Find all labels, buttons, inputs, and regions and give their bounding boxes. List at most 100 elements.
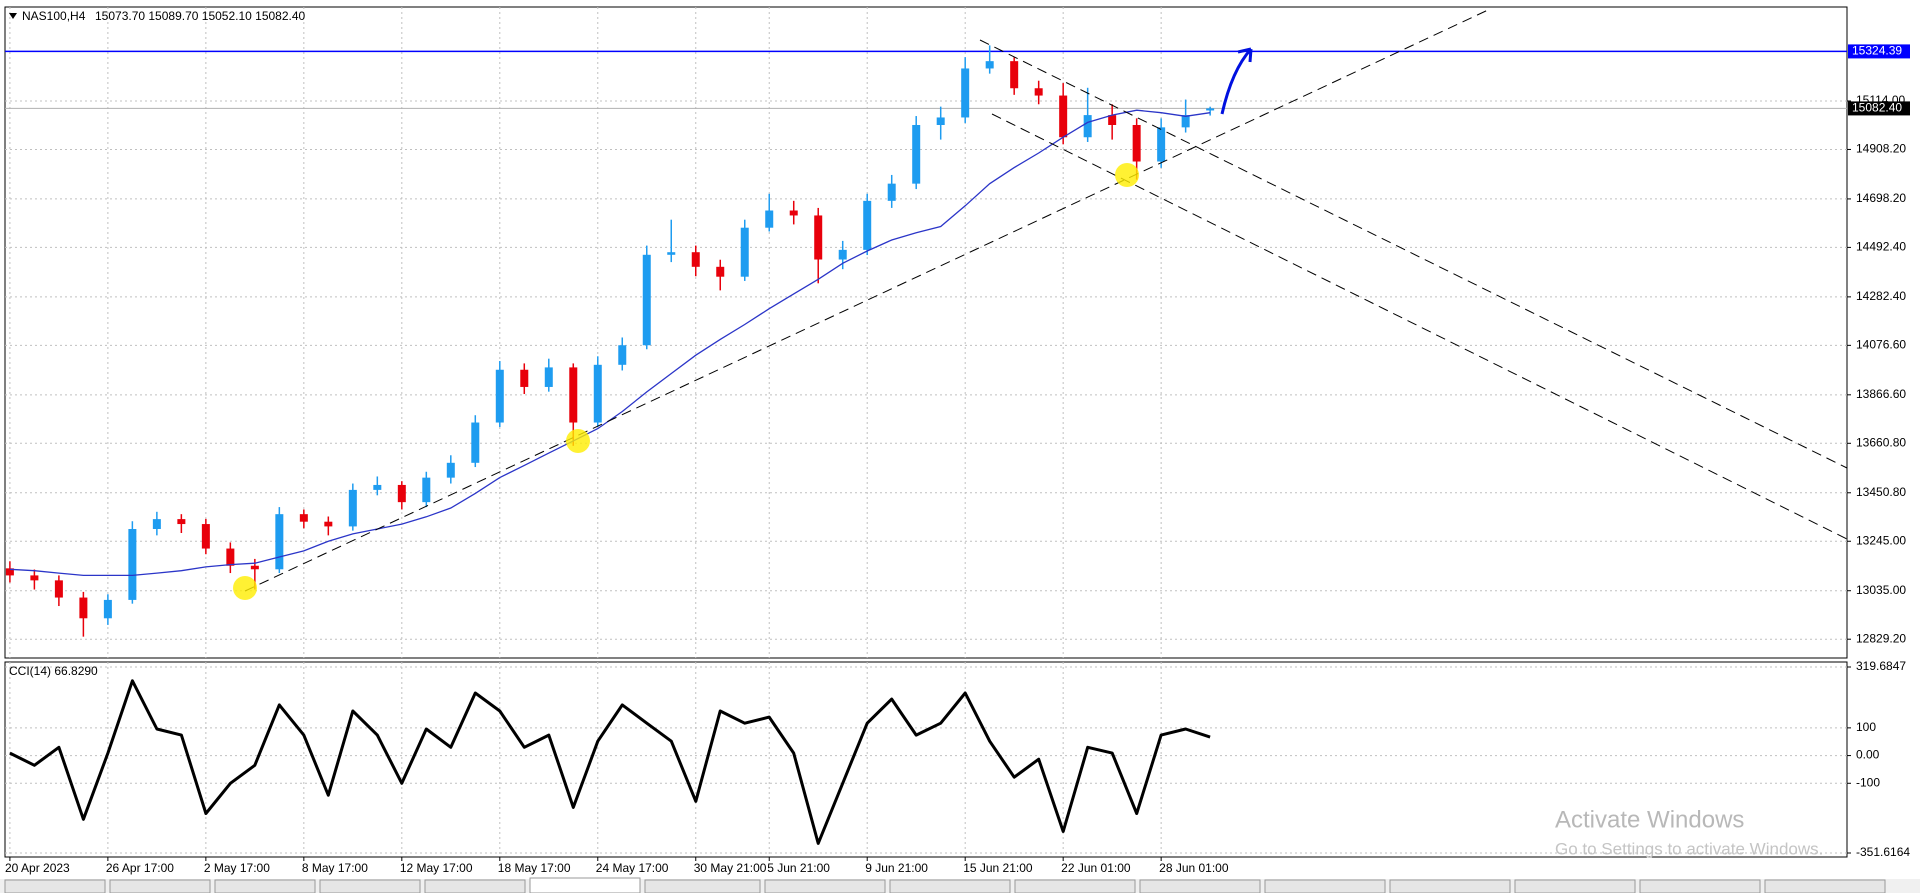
tab[interactable] (1764, 879, 1886, 893)
candle-body (1083, 115, 1092, 138)
chart-subtitle: 15073.70 15089.70 15052.10 15082.40 (95, 9, 306, 23)
tab[interactable] (1264, 879, 1386, 893)
candle-body (201, 524, 210, 549)
y-tick-label: 13660.80 (1856, 435, 1906, 449)
x-tick-label: 15 Jun 21:00 (963, 861, 1033, 875)
tab[interactable] (1389, 879, 1511, 893)
tab[interactable] (319, 879, 421, 893)
candle-body (54, 580, 63, 598)
x-tick-label: 5 Jun 21:00 (767, 861, 830, 875)
candle-body (765, 210, 774, 228)
x-tick-label: 24 May 17:00 (596, 861, 669, 875)
candle-body (30, 575, 39, 581)
candle-body (1206, 108, 1215, 111)
candle-body (544, 367, 553, 387)
candle-body (642, 254, 651, 346)
tab[interactable] (214, 879, 316, 893)
candle-body (912, 124, 921, 184)
labels: 15114.0014908.2014698.2014492.4014282.40… (5, 44, 1910, 876)
candle-body (740, 227, 749, 277)
candle-body (789, 210, 798, 216)
highlight (1115, 163, 1139, 187)
candle-body (79, 597, 88, 619)
tab-active[interactable] (529, 877, 641, 893)
candle-body (1010, 61, 1019, 89)
x-tick-label: 20 Apr 2023 (5, 861, 70, 875)
tab[interactable] (424, 879, 526, 893)
y-tick-label: 13035.00 (1856, 583, 1906, 597)
price-level-box (1848, 44, 1910, 59)
tab[interactable] (1014, 879, 1136, 893)
candle-body (936, 117, 945, 125)
y-tick-label: 12829.20 (1856, 631, 1906, 645)
candle-body (863, 200, 872, 250)
y-tick-label: -100 (1856, 775, 1880, 789)
candle-body (887, 183, 896, 201)
x-tick-label: 30 May 21:00 (694, 861, 767, 875)
tab[interactable] (4, 879, 106, 893)
tab[interactable] (1139, 879, 1261, 893)
candle-body (471, 422, 480, 463)
candle-body (814, 215, 823, 260)
y-tick-label: 319.6847 (1856, 659, 1906, 673)
candle-body (618, 345, 627, 365)
candle-body (299, 514, 308, 522)
candle-body (985, 61, 994, 69)
candle-body (961, 68, 970, 118)
tab[interactable] (764, 879, 886, 893)
candle-body (103, 599, 112, 619)
candle-body (348, 489, 357, 527)
menu-icon (9, 13, 17, 19)
tab-bar (0, 877, 1920, 893)
candle-body (250, 565, 259, 570)
y-tick-label: 13866.60 (1856, 387, 1906, 401)
y-tick-label: 13450.80 (1856, 485, 1906, 499)
channel-line (979, 39, 1848, 469)
y-tick-label: 100 (1856, 720, 1876, 734)
candle-body (226, 548, 235, 566)
cci-panel (4, 661, 1848, 858)
watermark: Go to Settings to activate Windows. (1555, 839, 1823, 858)
candle-body (1157, 127, 1166, 162)
candle-body (373, 484, 382, 490)
y-tick-label: 14908.20 (1856, 142, 1906, 156)
y-tick-label: 13245.00 (1856, 533, 1906, 547)
watermark: Activate Windows (1555, 806, 1744, 833)
tab[interactable] (109, 879, 211, 893)
tab[interactable] (644, 879, 761, 893)
grids (5, 7, 1847, 857)
y-tick-label: 14282.40 (1856, 289, 1906, 303)
candle-body (5, 568, 14, 576)
trend-line (244, 9, 1489, 592)
candle-body (569, 367, 578, 423)
last-price-box (1848, 101, 1910, 116)
candle-body (691, 252, 700, 267)
candle-body (275, 514, 284, 570)
x-tick-label: 8 May 17:00 (302, 861, 368, 875)
x-tick-label: 2 May 17:00 (204, 861, 270, 875)
candle-body (495, 369, 504, 423)
arrow (1220, 47, 1253, 115)
y-tick-label: 14076.60 (1856, 338, 1906, 352)
indicator-title: CCI(14) 66.8290 (9, 664, 98, 678)
x-tick-label: 22 Jun 01:00 (1061, 861, 1131, 875)
candle-body (1108, 115, 1117, 125)
last-price-label: 15082.40 (1852, 101, 1902, 115)
main-panel (4, 6, 1848, 659)
candle-body (520, 369, 529, 387)
tab[interactable] (889, 879, 1011, 893)
candle-body (324, 521, 333, 527)
candle-body (397, 484, 406, 503)
candle-body (1132, 124, 1141, 162)
highlight (233, 576, 257, 600)
tab[interactable] (1514, 879, 1636, 893)
candle-body (128, 529, 137, 600)
x-tick-label: 9 Jun 21:00 (865, 861, 928, 875)
y-tick-label: -351.6164 (1856, 845, 1910, 859)
tab[interactable] (1639, 879, 1761, 893)
candle-body (1034, 88, 1043, 96)
candle-body (1181, 115, 1190, 128)
x-tick-label: 26 Apr 17:00 (106, 861, 174, 875)
